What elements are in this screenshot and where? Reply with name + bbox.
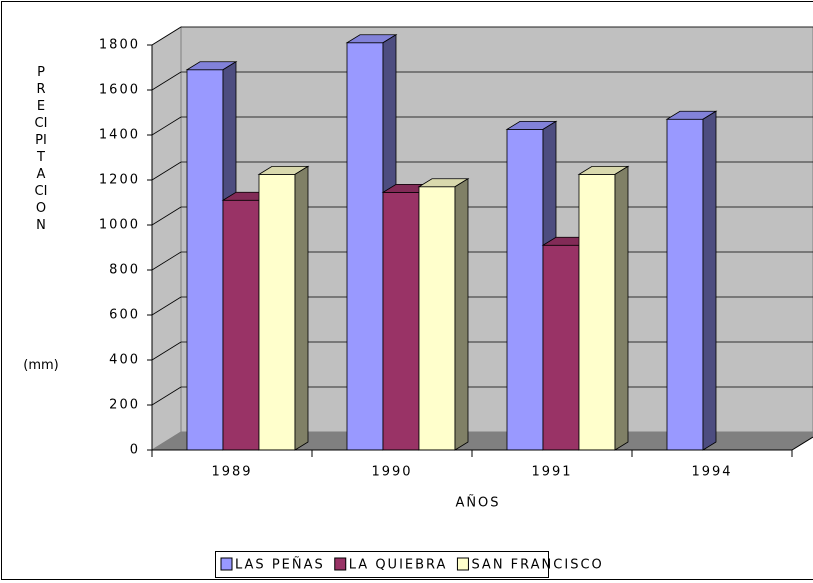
grid-line-side <box>151 26 182 46</box>
bar-front <box>346 42 384 451</box>
bar-front <box>418 186 456 451</box>
bar-side <box>702 110 717 451</box>
bar-front <box>578 173 616 451</box>
x-axis-depth <box>791 436 813 451</box>
legend-label: LA QUIEBRA <box>349 558 448 573</box>
y-tick-label: 1200 <box>99 173 140 188</box>
y-tick-label: 200 <box>109 398 140 413</box>
legend-swatch <box>220 557 233 571</box>
y-tick-label: 0 <box>130 443 140 458</box>
y-tick-label: 1600 <box>99 83 140 98</box>
bar-side <box>294 165 309 451</box>
y-axis-title: PRECIPITACION <box>34 65 48 233</box>
bar-side <box>454 178 469 451</box>
y-tick-label: 800 <box>109 263 140 278</box>
y-tick-label: 400 <box>109 353 140 368</box>
bar-front <box>186 69 224 451</box>
x-tick-label: 1990 <box>371 465 412 480</box>
side-wall <box>151 26 182 451</box>
legend-label: LAS PEÑAS <box>235 557 325 573</box>
y-tick-label: 600 <box>109 308 140 323</box>
x-tick-label: 1991 <box>531 465 572 480</box>
bar-front <box>382 191 420 451</box>
x-tick-label: 1989 <box>211 465 252 480</box>
grid-line-side <box>151 386 182 406</box>
legend-swatch <box>334 557 347 571</box>
grid-line-side <box>151 116 182 136</box>
bar-front <box>222 199 260 451</box>
bar-front <box>506 128 544 451</box>
legend-box <box>215 551 549 578</box>
y-tick-label: 1000 <box>99 218 140 233</box>
grid-line-side <box>151 161 182 181</box>
bar-side <box>614 165 629 451</box>
grid-line-side <box>151 71 182 91</box>
bars <box>185 34 718 451</box>
grid-line-side <box>151 296 182 316</box>
y-tick-label: 1800 <box>99 38 140 53</box>
x-axis-title: AÑOS <box>455 495 500 511</box>
bar-front <box>542 244 580 451</box>
grid-line-side <box>151 341 182 361</box>
legend-swatch <box>456 557 469 571</box>
x-tick-label: 1994 <box>691 465 732 480</box>
y-tick-label: 1400 <box>99 128 140 143</box>
legend-label: SAN FRANCISCO <box>471 558 603 573</box>
bar-front <box>666 118 704 451</box>
bar-front <box>258 173 296 451</box>
grid-line-side <box>151 251 182 271</box>
grid-line-side <box>151 206 182 226</box>
y-axis-unit: (mm) <box>23 358 59 373</box>
